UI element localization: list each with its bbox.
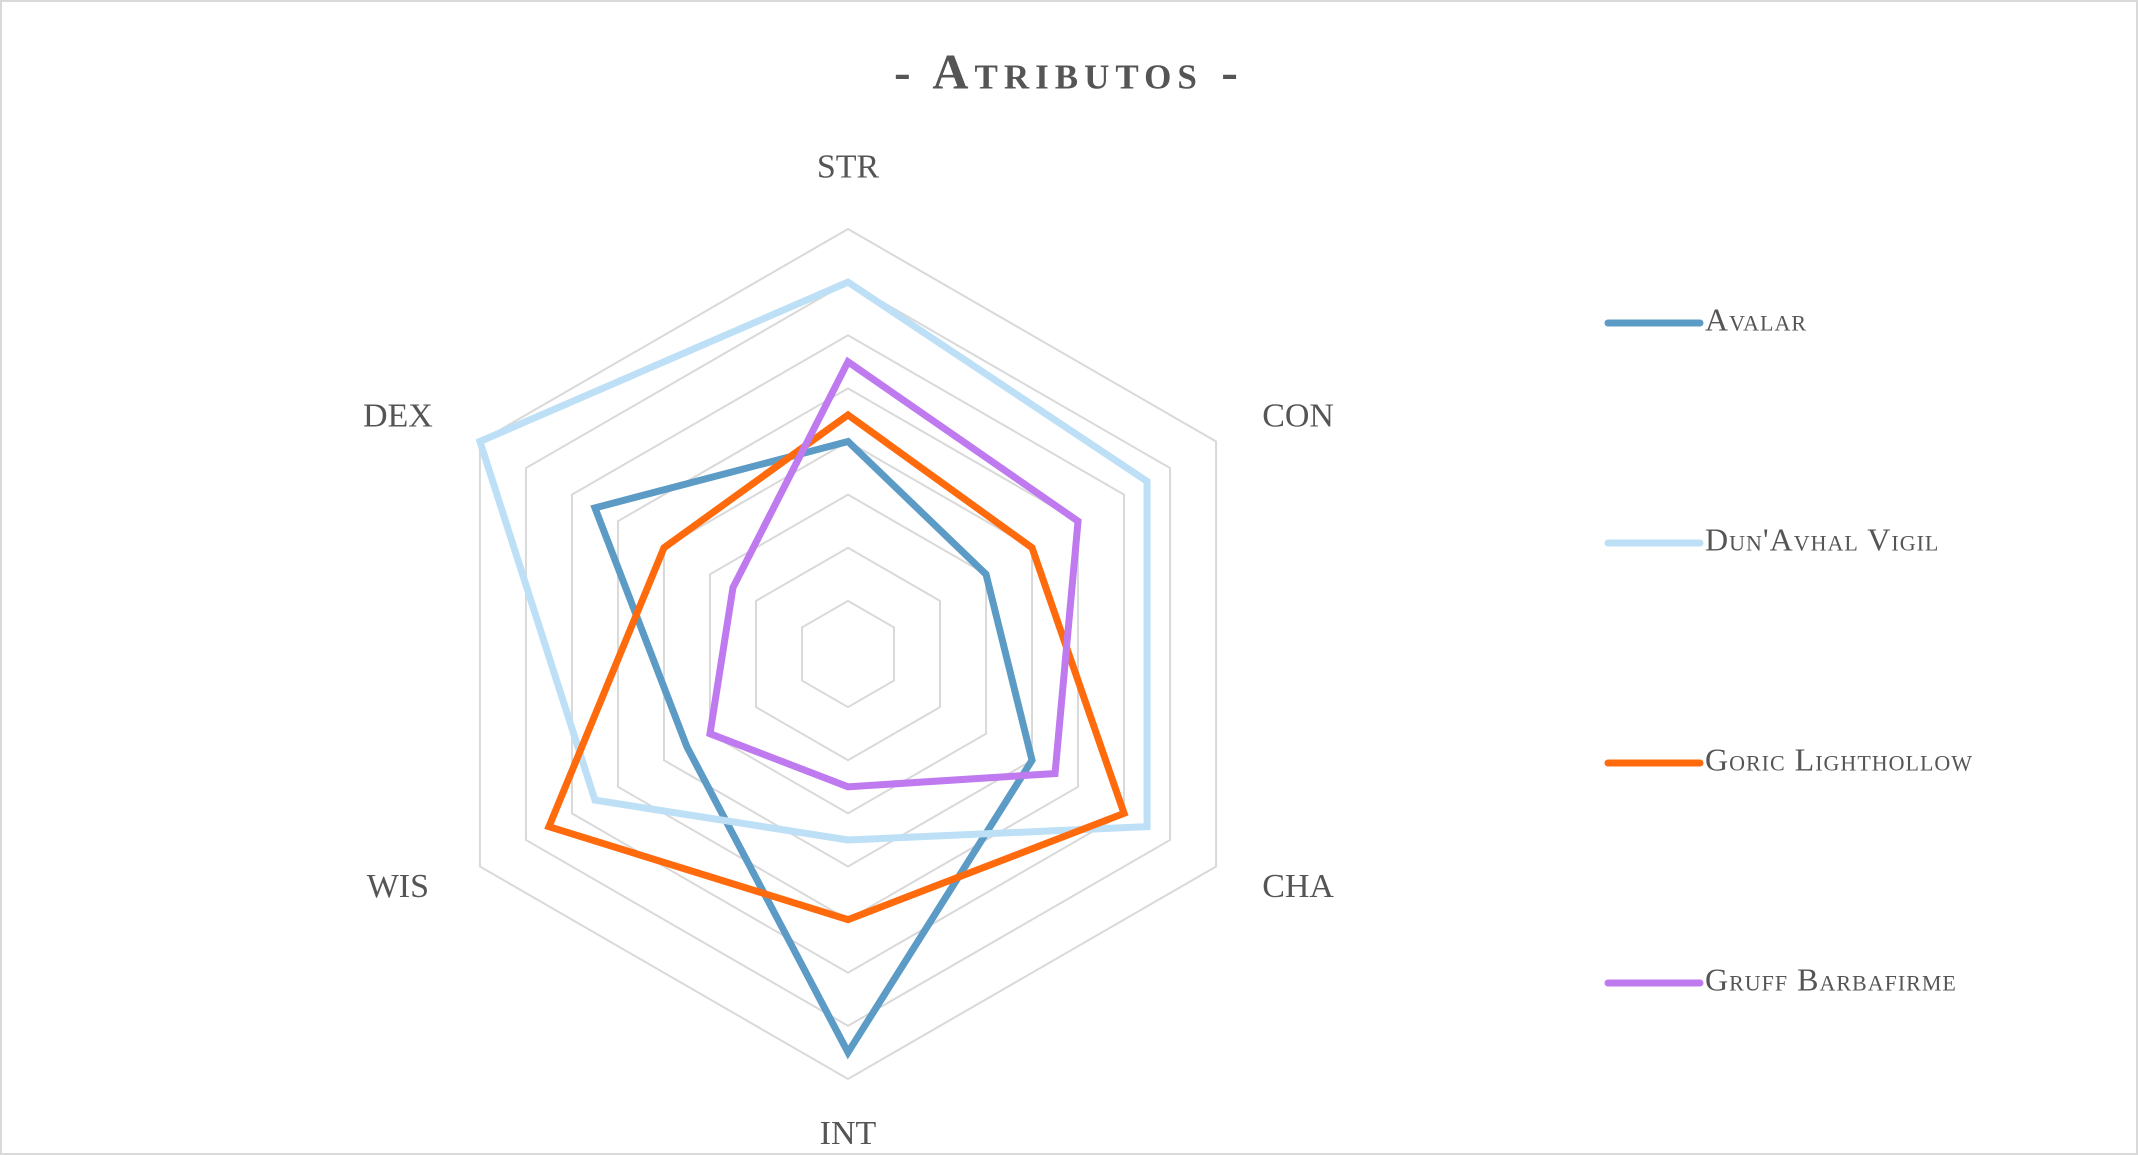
series-line	[475, 278, 1151, 844]
legend-label: Avalar	[1705, 301, 1807, 337]
series-line	[706, 356, 1082, 791]
grid-ring	[570, 334, 1126, 974]
legend-label: Gruff Barbafirme	[1705, 961, 1957, 997]
axis-label: INT	[820, 1115, 877, 1152]
grid-ring	[524, 280, 1172, 1028]
chart-title: - Atributos -	[894, 43, 1244, 99]
axis-label: CON	[1262, 398, 1334, 435]
series-line	[544, 410, 1129, 924]
axis-label: WIS	[367, 868, 429, 905]
grid-ring	[754, 546, 942, 762]
series-line	[590, 437, 1036, 1060]
grid-ring	[800, 599, 896, 709]
legend-label: Goric Lighthollow	[1705, 741, 1973, 777]
axis-label: CHA	[1262, 868, 1334, 905]
axis-label: DEX	[363, 398, 433, 435]
axis-label: STR	[817, 149, 880, 186]
legend-label: Dun'Avhal Vigil	[1705, 521, 1939, 557]
